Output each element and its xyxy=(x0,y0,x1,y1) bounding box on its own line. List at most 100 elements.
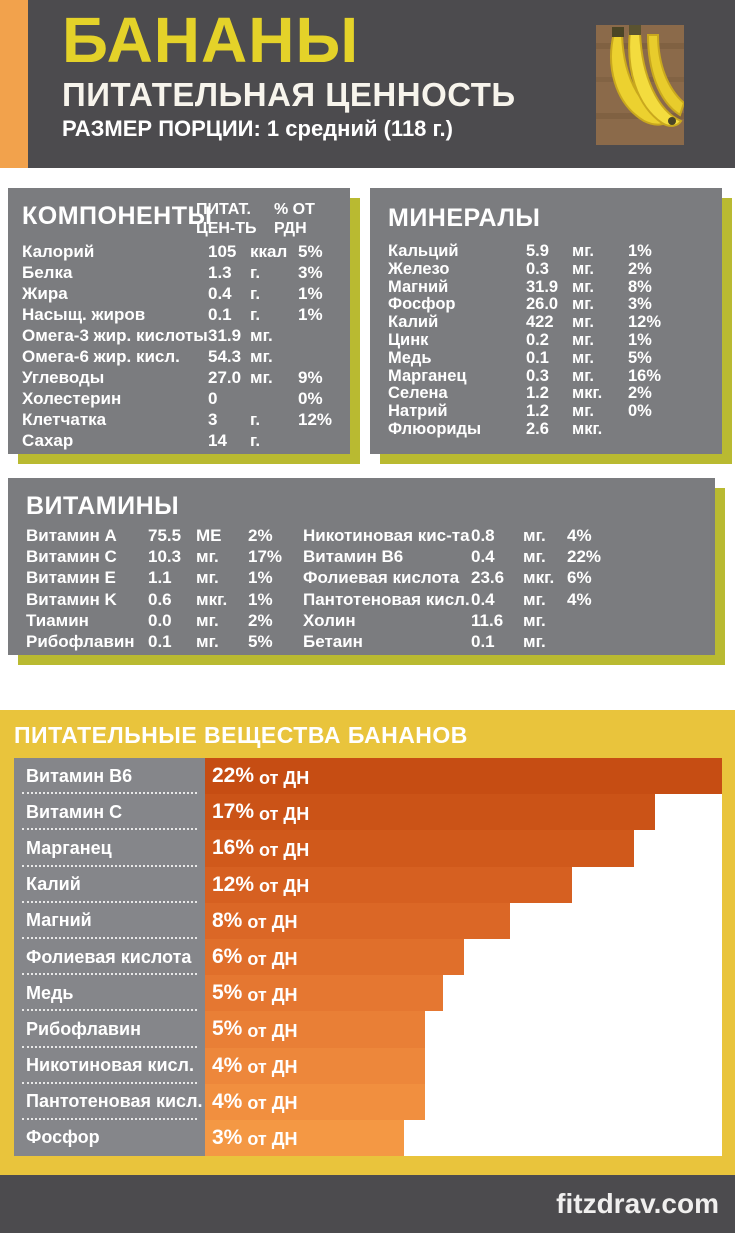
vitamin-row: Витамин B6 0.4 мг. 22% xyxy=(303,547,703,568)
chart-category-label: Фосфор xyxy=(14,1120,205,1156)
chart-plot-area: 22% от ДН 17% от ДН 16% от ДН 12% от ДН 8% от ДН 6… xyxy=(205,758,722,1157)
component-name: Белка xyxy=(22,263,73,282)
chart-bar: 17% от ДН xyxy=(205,794,655,831)
component-row: Жира 0.4 г. 1% xyxy=(22,284,344,305)
footer: fitzdrav.com xyxy=(0,1175,735,1233)
vitamin-row: Витамин A 75.5 МЕ 2% xyxy=(26,526,298,547)
vitamin-name: Витамин B6 xyxy=(303,547,404,567)
chart-bar-row: 12% от ДН xyxy=(205,866,722,903)
chart-category-text: Витамин C xyxy=(26,801,123,822)
vitamin-row: Рибофлавин 0.1 мг. 5% xyxy=(26,632,298,653)
chart-bar-row: 3% от ДН xyxy=(205,1119,722,1157)
mineral-unit: мг. xyxy=(572,366,595,385)
vitamins-left-rows: Витамин A 75.5 МЕ 2% Витамин C 10.3 мг. 17% Вита… xyxy=(26,526,298,653)
vitamin-unit: мг. xyxy=(523,526,546,545)
vitamin-pct: 22% xyxy=(567,547,602,567)
vitamin-row: Витамин E 1.1 мг. 1% xyxy=(26,568,298,589)
mineral-name: Натрий xyxy=(388,402,448,421)
mineral-row: Селена 1.2 мкг. 2% xyxy=(388,384,716,402)
component-row: Углеводы 27.0 мг. 9% xyxy=(22,368,344,389)
component-value: 14 xyxy=(208,431,227,450)
chart-category-label: Магний xyxy=(14,903,205,939)
vitamin-name: Рибофлавин xyxy=(26,631,135,651)
mineral-value: 0.2 xyxy=(526,330,549,349)
vitamin-unit: мг. xyxy=(196,610,219,630)
chart-bar-value: 3% xyxy=(212,1125,243,1149)
component-name: Калорий xyxy=(22,242,95,261)
mineral-pct: 2% xyxy=(628,384,652,403)
vitamin-value: 0.0 xyxy=(148,610,172,630)
vitamin-name: Витамин K xyxy=(26,589,117,609)
vitamin-unit: МЕ xyxy=(196,526,222,545)
chart-bar-row: 16% от ДН xyxy=(205,830,722,867)
vitamin-pct: 4% xyxy=(567,526,592,545)
chart-bar: 3% от ДН xyxy=(205,1119,405,1157)
component-unit: ккал xyxy=(250,242,288,261)
component-name: Сахар xyxy=(22,431,74,450)
mineral-value: 31.9 xyxy=(526,277,559,296)
chart-bar-value: 8% xyxy=(212,908,243,932)
chart-bar-row: 22% от ДН xyxy=(205,758,722,795)
chart-category-text: Фосфор xyxy=(26,1127,100,1148)
chart-bar-value: 17% xyxy=(212,800,255,824)
vitamin-row: Пантотеновая кисл. 0.4 мг. 4% xyxy=(303,590,703,611)
vitamin-name: Пантотеновая кисл. xyxy=(303,589,470,609)
minerals-rows: Кальций 5.9 мг. 1% Железо 0.3 мг. 2% Магний 31.9 м… xyxy=(388,242,716,438)
component-unit: г. xyxy=(250,263,261,282)
components-col-pct-header: % ОТ РДН xyxy=(274,201,315,237)
component-pct: 12% xyxy=(298,410,333,429)
header: БАНАНЫ ПИТАТЕЛЬНАЯ ЦЕННОСТЬ РАЗМЕР ПОРЦИ… xyxy=(0,0,735,168)
chart-bar-value: 6% xyxy=(212,945,243,969)
minerals-panel: МИНЕРАЛЫ Кальций 5.9 мг. 1% Железо 0.3 мг. 2% Ма… xyxy=(370,188,722,454)
vitamin-row: Витамин C 10.3 мг. 17% xyxy=(26,547,298,568)
chart-category-label: Калий xyxy=(14,867,205,903)
bar-chart: Витамин B6 Витамин C Марганец Калий Магний Фо… xyxy=(14,758,722,1157)
vitamin-pct: 6% xyxy=(567,568,592,588)
mineral-value: 26.0 xyxy=(526,295,559,314)
chart-bar-row: 5% от ДН xyxy=(205,975,722,1012)
vitamin-value: 11.6 xyxy=(471,610,504,630)
mineral-pct: 12% xyxy=(628,313,662,332)
mineral-unit: мг. xyxy=(572,348,595,367)
chart-bar: 4% от ДН xyxy=(205,1083,425,1120)
chart-bar-row: 4% от ДН xyxy=(205,1047,722,1084)
component-value: 105 xyxy=(208,242,237,261)
component-row: Омега-6 жир. кисл. 54.3 мг. xyxy=(22,347,344,368)
component-row: Омега-3 жир. кислоты 31.9 мг. xyxy=(22,326,344,347)
vitamin-unit: мг. xyxy=(196,547,219,567)
vitamin-name: Витамин A xyxy=(26,526,117,545)
mineral-unit: мкг. xyxy=(572,419,603,438)
chart-bar-suffix: от ДН xyxy=(259,803,310,824)
chart-bar-row: 4% от ДН xyxy=(205,1083,722,1120)
chart-bar: 5% от ДН xyxy=(205,1011,425,1048)
chart-bar: 12% от ДН xyxy=(205,866,573,903)
chart-bar-value: 22% xyxy=(212,764,255,788)
chart-bar: 4% от ДН xyxy=(205,1047,425,1084)
vitamin-pct: 17% xyxy=(248,547,283,567)
mineral-name: Кальций xyxy=(388,242,459,260)
mineral-pct: 16% xyxy=(628,366,662,385)
vitamin-value: 0.8 xyxy=(471,526,495,545)
nutrients-chart-section: ПИТАТЕЛЬНЫЕ ВЕЩЕСТВА БАНАНОВ Витамин B6 В… xyxy=(0,710,735,1175)
mineral-row: Железо 0.3 мг. 2% xyxy=(388,260,716,278)
chart-bar-value: 16% xyxy=(212,836,255,860)
mineral-row: Марганец 0.3 мг. 16% xyxy=(388,367,716,385)
mineral-unit: мкг. xyxy=(572,384,603,403)
mineral-row: Калий 422 мг. 12% xyxy=(388,313,716,331)
component-value: 54.3 xyxy=(208,347,242,366)
mineral-row: Фосфор 26.0 мг. 3% xyxy=(388,295,716,313)
chart-bar-suffix: от ДН xyxy=(247,1129,298,1150)
chart-bar-value: 12% xyxy=(212,872,255,896)
components-panel: КОМПОНЕНТЫ ПИТАТ. ЦЕН-ТЬ % ОТ РДН Калори… xyxy=(8,188,350,454)
banana-photo xyxy=(596,25,684,145)
chart-bar-row: 6% от ДН xyxy=(205,938,722,976)
component-value: 0 xyxy=(208,389,218,408)
component-pct: 1% xyxy=(298,305,323,324)
chart-category-label: Марганец xyxy=(14,830,205,867)
mineral-name: Калий xyxy=(388,313,439,332)
component-row: Белка 1.3 г. 3% xyxy=(22,263,344,284)
chart-category-label: Медь xyxy=(14,975,205,1012)
vitamin-unit: мг. xyxy=(523,631,546,651)
vitamins-panel: ВИТАМИНЫ Витамин A 75.5 МЕ 2% Витамин C 10.3 м… xyxy=(8,478,715,655)
